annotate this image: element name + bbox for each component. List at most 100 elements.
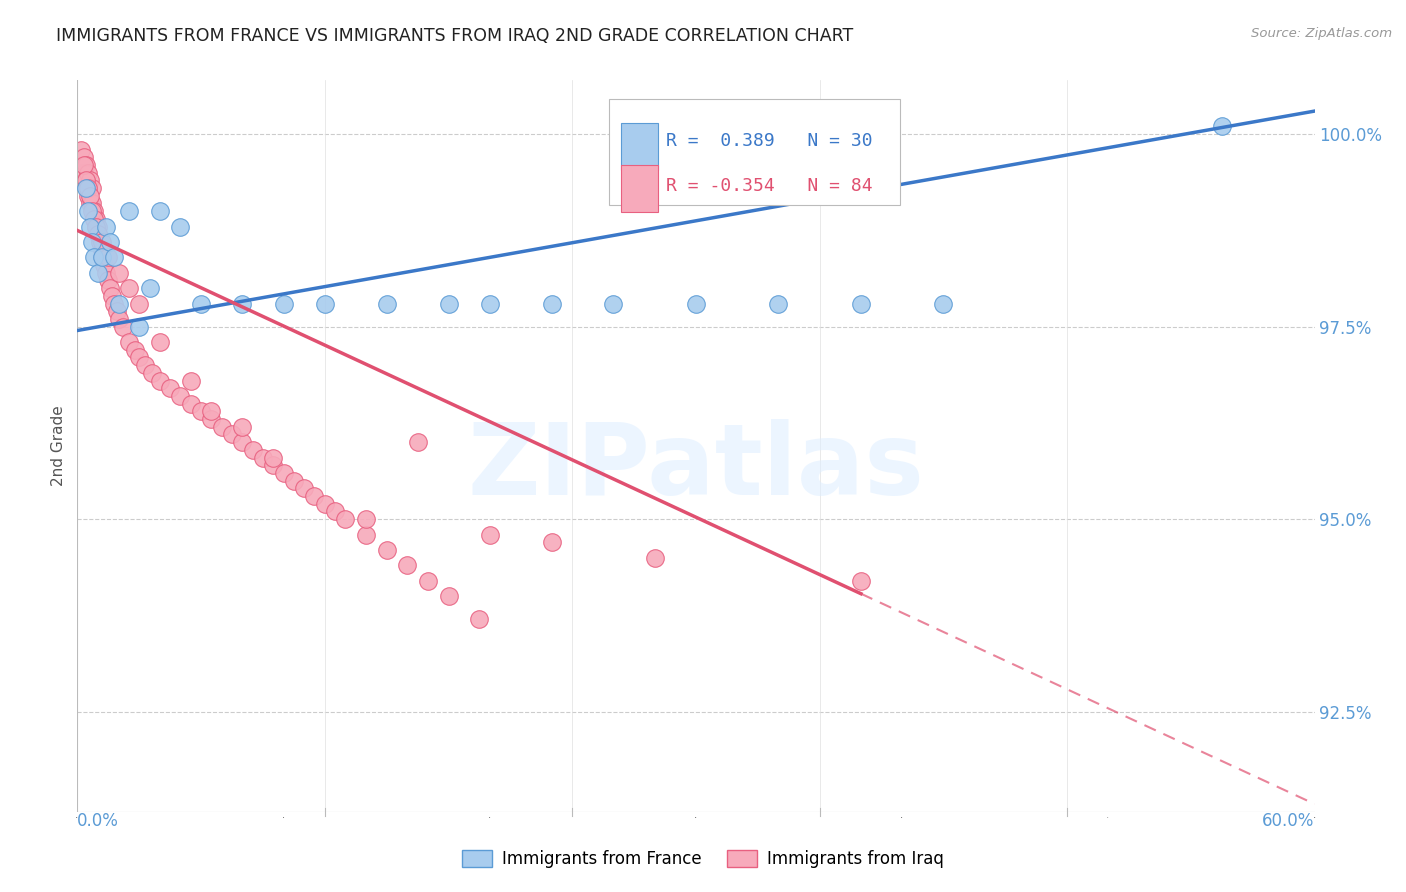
Point	[180, 374, 202, 388]
Point	[91, 251, 114, 265]
Point	[200, 412, 222, 426]
Point	[84, 219, 107, 234]
Point	[138, 281, 160, 295]
Text: R = -0.354   N = 84: R = -0.354 N = 84	[666, 177, 873, 194]
Point	[1211, 120, 1233, 134]
Point	[211, 419, 233, 434]
Point	[149, 334, 172, 349]
Point	[478, 527, 501, 541]
Point	[540, 535, 562, 549]
Point	[76, 181, 98, 195]
Point	[79, 196, 101, 211]
Point	[323, 504, 346, 518]
Point	[231, 419, 253, 434]
Point	[72, 158, 94, 172]
Point	[231, 296, 253, 310]
Point	[416, 574, 439, 588]
Point	[79, 188, 101, 202]
Point	[80, 204, 103, 219]
Point	[149, 204, 172, 219]
Point	[103, 296, 125, 310]
Point	[75, 181, 97, 195]
Point	[84, 211, 107, 226]
Point	[83, 204, 105, 219]
Point	[101, 289, 124, 303]
Legend: Immigrants from France, Immigrants from Iraq: Immigrants from France, Immigrants from …	[456, 843, 950, 875]
Text: IMMIGRANTS FROM FRANCE VS IMMIGRANTS FROM IRAQ 2ND GRADE CORRELATION CHART: IMMIGRANTS FROM FRANCE VS IMMIGRANTS FRO…	[56, 27, 853, 45]
Point	[314, 497, 336, 511]
Point	[134, 358, 156, 372]
Point	[87, 227, 110, 242]
Point	[98, 281, 121, 295]
Point	[468, 612, 491, 626]
Point	[70, 143, 93, 157]
Text: 0.0%: 0.0%	[77, 812, 120, 830]
Point	[644, 550, 666, 565]
Point	[273, 296, 295, 310]
Point	[375, 543, 398, 558]
Point	[80, 196, 103, 211]
Point	[91, 235, 114, 249]
Point	[304, 489, 326, 503]
Point	[107, 296, 129, 310]
Point	[91, 243, 114, 257]
Point	[252, 450, 274, 465]
Point	[83, 211, 105, 226]
Point	[118, 334, 141, 349]
Point	[118, 281, 141, 295]
Point	[180, 397, 202, 411]
Point	[118, 204, 141, 219]
Point	[221, 427, 243, 442]
Point	[107, 312, 129, 326]
Point	[169, 219, 191, 234]
Point	[190, 404, 212, 418]
Point	[76, 181, 98, 195]
Text: 60.0%: 60.0%	[1263, 812, 1315, 830]
Point	[96, 219, 118, 234]
Point	[103, 251, 125, 265]
Point	[91, 251, 114, 265]
Point	[76, 166, 98, 180]
Point	[602, 296, 624, 310]
Point	[89, 235, 111, 249]
Point	[849, 296, 872, 310]
Point	[75, 173, 97, 187]
Point	[437, 589, 460, 603]
Point	[72, 166, 94, 180]
Point	[128, 351, 150, 365]
Point	[76, 204, 98, 219]
Point	[93, 258, 115, 272]
Point	[354, 527, 377, 541]
Point	[149, 374, 172, 388]
Point	[87, 227, 110, 242]
Point	[169, 389, 191, 403]
Point	[273, 466, 295, 480]
Point	[87, 266, 110, 280]
Point	[283, 474, 305, 488]
Point	[354, 512, 377, 526]
Point	[83, 251, 105, 265]
Point	[79, 173, 101, 187]
Point	[768, 296, 790, 310]
Point	[406, 435, 429, 450]
Point	[97, 273, 120, 287]
Point	[124, 343, 146, 357]
Point	[262, 450, 284, 465]
Point	[292, 481, 315, 495]
Point	[75, 158, 97, 172]
Point	[396, 558, 419, 573]
Point	[200, 404, 222, 418]
Point	[159, 381, 181, 395]
Point	[314, 296, 336, 310]
Point	[111, 319, 134, 334]
Point	[80, 181, 103, 195]
Point	[76, 188, 98, 202]
Text: Source: ZipAtlas.com: Source: ZipAtlas.com	[1251, 27, 1392, 40]
Point	[75, 173, 97, 187]
Point	[87, 219, 110, 234]
Text: 2nd Grade: 2nd Grade	[51, 406, 66, 486]
Point	[107, 266, 129, 280]
Point	[242, 442, 264, 457]
Point	[685, 296, 707, 310]
Point	[190, 296, 212, 310]
